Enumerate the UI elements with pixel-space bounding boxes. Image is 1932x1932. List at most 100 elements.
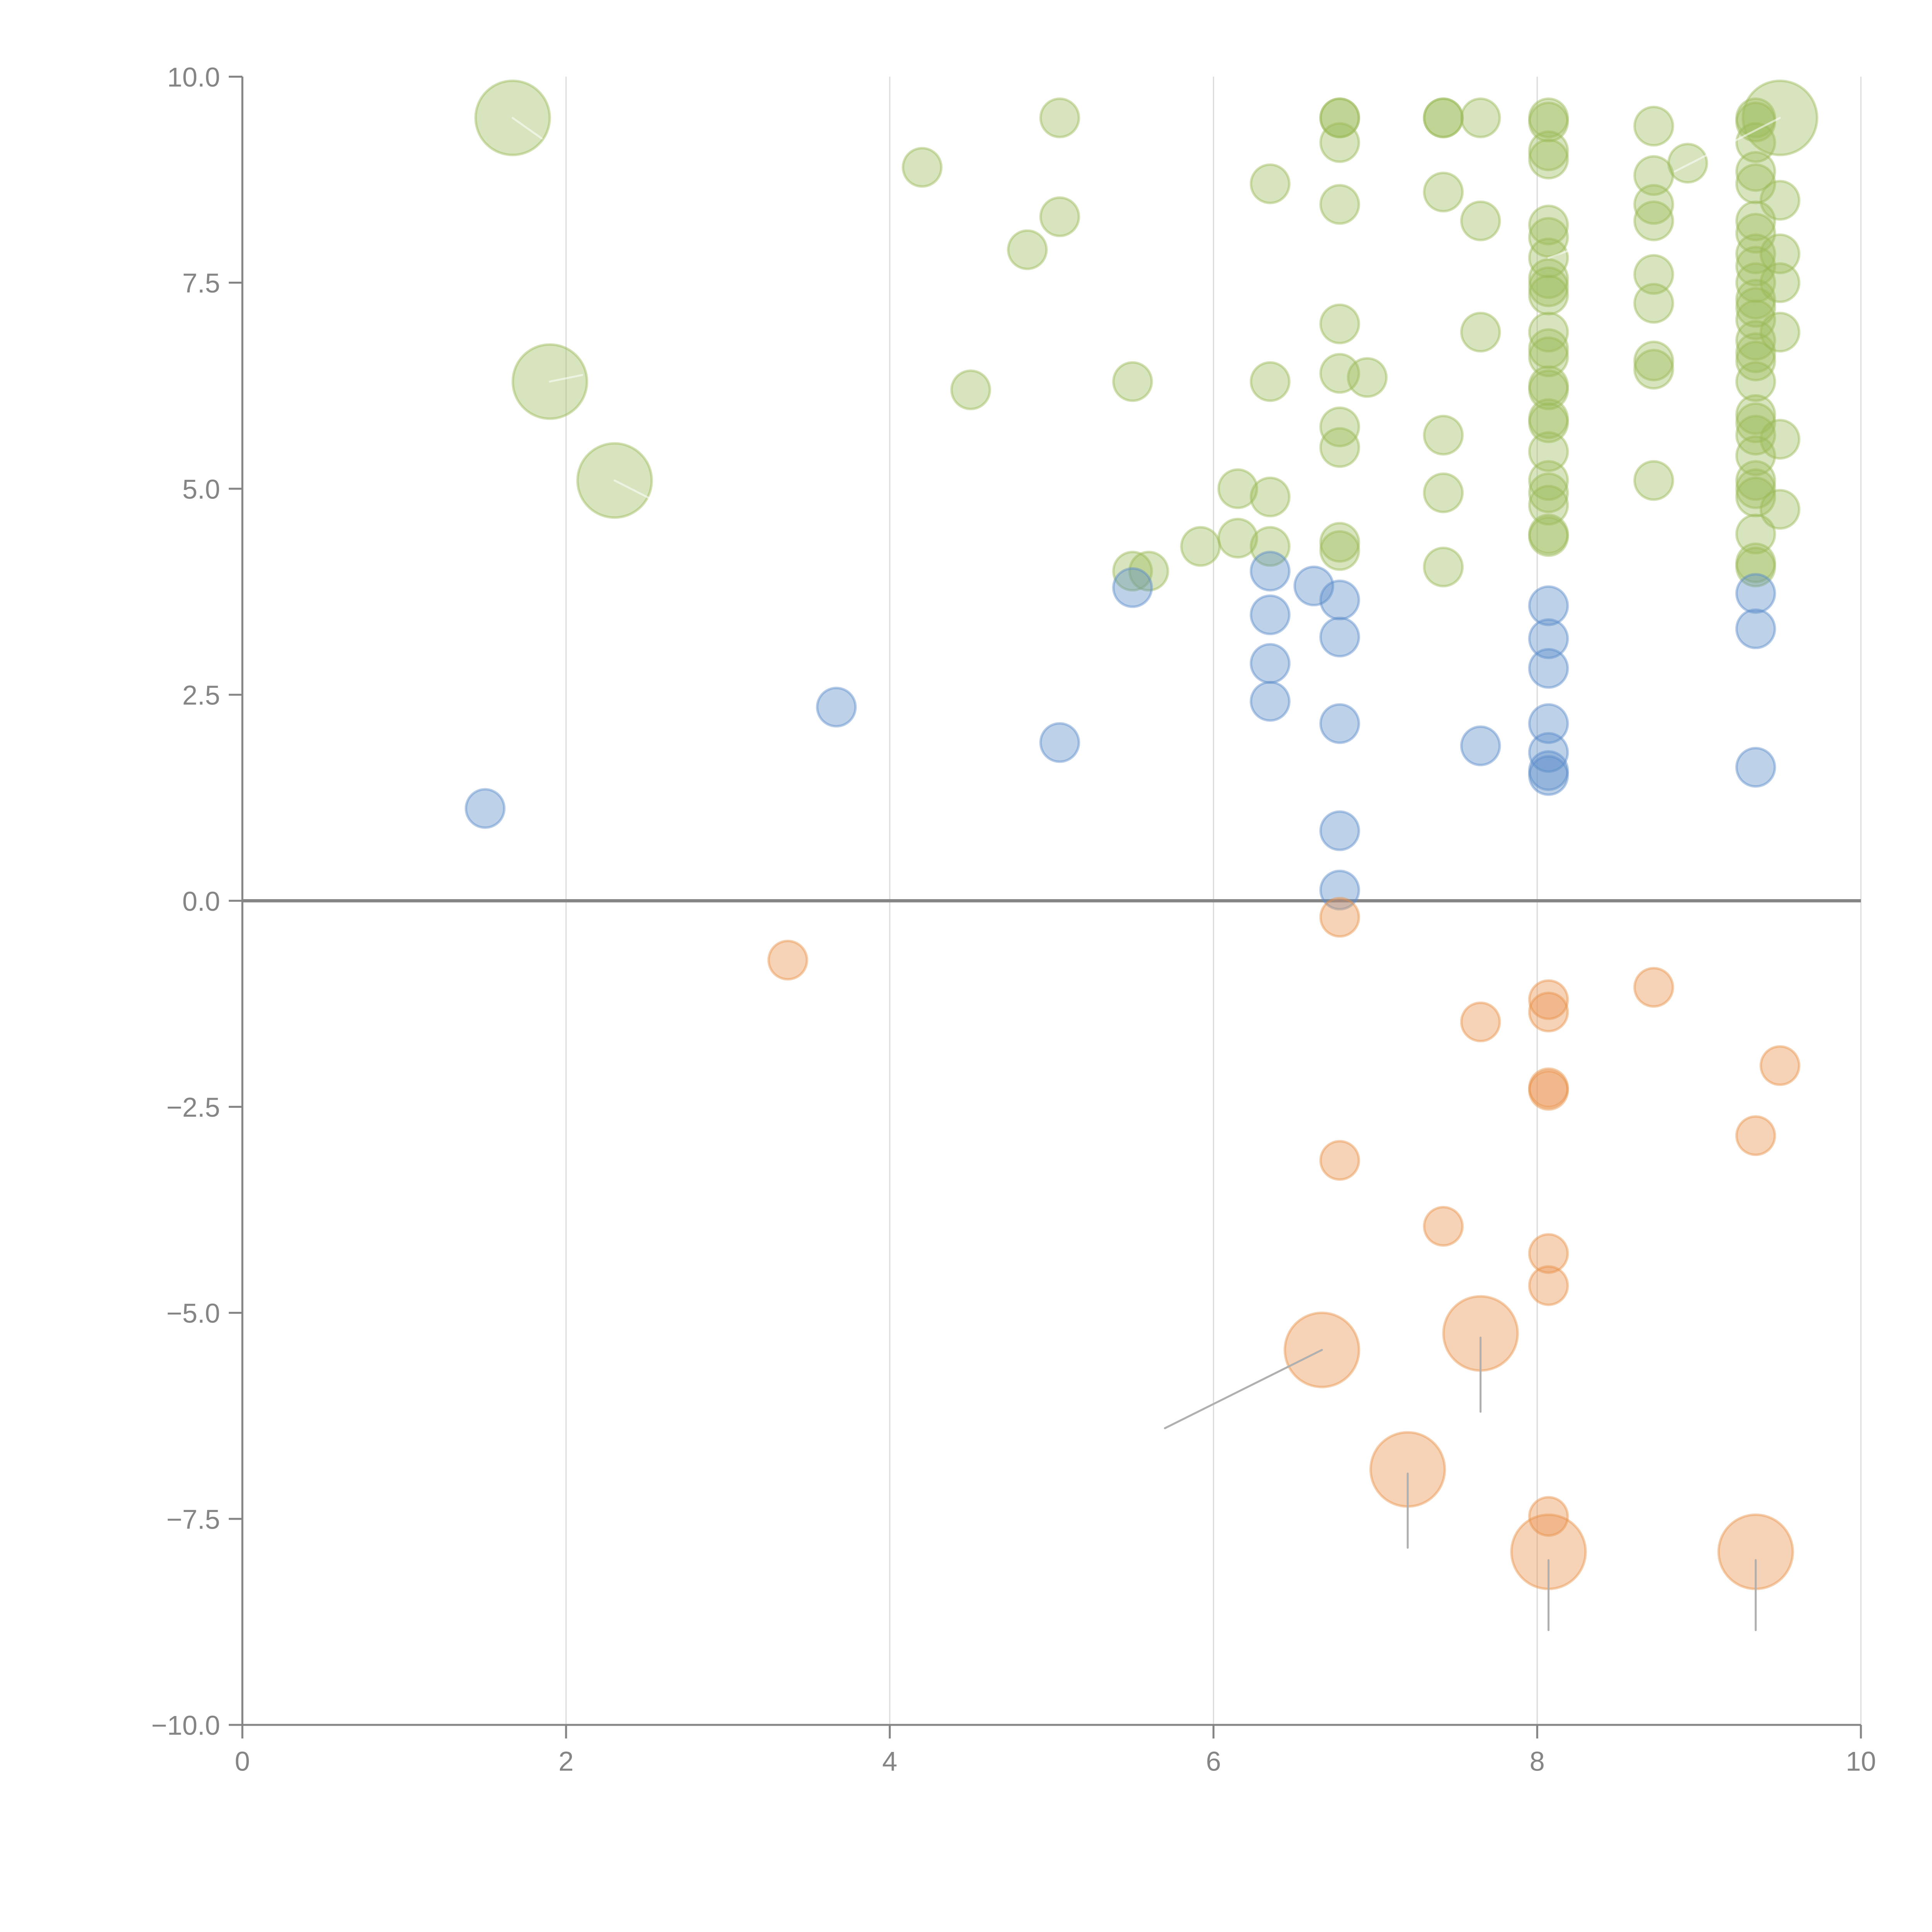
data-point xyxy=(1528,485,1569,526)
data-point xyxy=(1528,138,1569,180)
data-points xyxy=(464,79,1818,1590)
x-tick-label: 4 xyxy=(882,1746,897,1776)
y-tick-label: 0.0 xyxy=(182,886,220,917)
data-point xyxy=(1180,526,1221,567)
data-point xyxy=(1528,618,1569,659)
data-point xyxy=(1735,233,1776,274)
data-point xyxy=(1528,1496,1569,1537)
data-point xyxy=(1735,546,1776,588)
data-point xyxy=(1528,703,1569,744)
data-point xyxy=(1217,468,1259,509)
y-tick-label: −5.0 xyxy=(167,1298,220,1328)
data-point xyxy=(1319,703,1361,744)
data-point xyxy=(1319,97,1361,138)
data-point xyxy=(1528,750,1569,791)
data-point xyxy=(1528,328,1569,369)
data-point xyxy=(1319,184,1361,225)
y-tick-label: 7.5 xyxy=(182,268,220,298)
data-point xyxy=(1460,1001,1501,1043)
y-ticks: 10.0 7.5 5.0 2.5 0.0 −2.5 −5.0 −7.5 −10.0 xyxy=(151,62,243,1741)
data-point xyxy=(1735,287,1776,328)
x-tick-label: 0 xyxy=(235,1746,250,1776)
data-point xyxy=(1735,122,1776,163)
y-tick-label: 5.0 xyxy=(182,474,220,504)
data-point xyxy=(1633,340,1674,382)
data-point xyxy=(901,147,943,188)
data-point xyxy=(950,369,991,410)
data-point xyxy=(1250,681,1291,722)
data-point xyxy=(1633,283,1674,324)
data-point xyxy=(1250,476,1291,517)
data-point xyxy=(1460,311,1501,353)
data-point xyxy=(1528,514,1569,554)
data-point xyxy=(1128,551,1169,592)
data-point xyxy=(1759,489,1801,530)
data-point xyxy=(1347,357,1388,398)
data-point xyxy=(1423,1206,1464,1247)
data-point xyxy=(1250,594,1291,635)
data-point xyxy=(1423,546,1464,588)
data-point xyxy=(1039,722,1080,763)
data-point xyxy=(1217,517,1259,559)
data-point xyxy=(1528,101,1569,143)
data-point xyxy=(1735,279,1776,320)
data-point xyxy=(1423,172,1464,213)
data-point xyxy=(1633,155,1674,196)
data-point xyxy=(1633,200,1674,242)
data-point xyxy=(1528,1265,1569,1306)
data-point xyxy=(1528,755,1569,796)
data-point xyxy=(1759,1045,1801,1086)
data-point xyxy=(1735,97,1776,138)
data-point xyxy=(1528,398,1569,439)
data-point xyxy=(1633,349,1674,390)
data-point xyxy=(1460,97,1501,138)
data-point xyxy=(1759,419,1801,460)
data-point xyxy=(1528,732,1569,773)
data-point xyxy=(1423,97,1464,138)
data-point xyxy=(1759,262,1801,303)
data-point xyxy=(1250,361,1291,402)
data-point xyxy=(1423,472,1464,514)
data-point xyxy=(1250,526,1291,567)
x-tick-label: 6 xyxy=(1206,1746,1221,1776)
data-point xyxy=(1735,320,1776,361)
data-point xyxy=(1319,1140,1361,1181)
data-point xyxy=(1528,258,1569,299)
data-point xyxy=(1528,274,1569,316)
data-point xyxy=(1633,460,1674,501)
x-tick-label: 10 xyxy=(1846,1746,1876,1776)
series-blue xyxy=(464,551,1776,911)
data-point xyxy=(1735,542,1776,583)
leader-line xyxy=(549,374,583,383)
data-point xyxy=(1319,353,1361,394)
y-tick-label: −2.5 xyxy=(167,1092,220,1122)
data-point xyxy=(1633,105,1674,147)
data-point xyxy=(1528,979,1569,1020)
data-point xyxy=(1528,130,1569,172)
data-point xyxy=(1735,460,1776,501)
data-point xyxy=(1528,402,1569,443)
data-point xyxy=(1759,233,1801,274)
data-point xyxy=(1319,406,1361,447)
data-point xyxy=(1528,472,1569,514)
label-leader-lines xyxy=(512,117,1781,1631)
y-tick-label: 10.0 xyxy=(167,62,220,92)
data-point xyxy=(1735,246,1776,287)
data-point xyxy=(1528,311,1569,353)
data-point xyxy=(1528,460,1569,501)
data-point xyxy=(767,939,808,981)
data-point xyxy=(1735,332,1776,373)
data-point xyxy=(1735,262,1776,303)
data-point xyxy=(1633,254,1674,295)
data-point xyxy=(1528,648,1569,689)
y-tick-label: −10.0 xyxy=(151,1710,220,1741)
data-point xyxy=(1735,151,1776,192)
data-point xyxy=(1735,435,1776,476)
leader-line xyxy=(1164,1349,1323,1429)
data-point xyxy=(1319,579,1361,621)
data-point xyxy=(1528,217,1569,258)
data-point xyxy=(1319,810,1361,851)
data-point xyxy=(1250,643,1291,684)
data-point xyxy=(1735,476,1776,517)
